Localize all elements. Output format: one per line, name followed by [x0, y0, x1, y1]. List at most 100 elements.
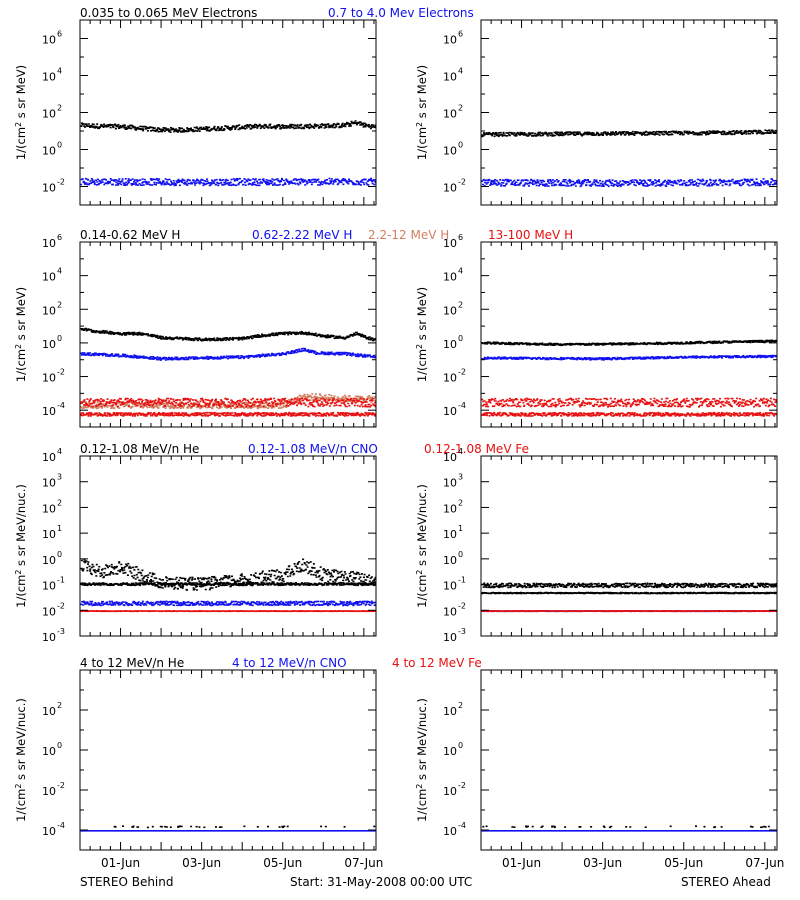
legend-2-2: 0.12-1.08 MeV Fe [424, 442, 529, 456]
ytick-exp: 4 [57, 267, 62, 276]
xtick-label: 01-Jun [101, 856, 140, 870]
ytick-exp: -3 [458, 627, 466, 636]
y-axis-label: 1/(cm2 s sr MeV) [14, 287, 28, 382]
ytick-exp: 6 [57, 233, 62, 242]
ytick-exp: -2 [458, 178, 466, 187]
y-axis-label: 1/(cm2 s sr MeV/nuc.) [415, 698, 429, 822]
series-black-0 [80, 120, 376, 133]
ytick-label: 10 [443, 304, 457, 317]
ytick-label: 10 [443, 451, 457, 464]
legend-1-3: 13-100 MeV H [488, 228, 573, 242]
legend-1-1: 0.62-2.22 MeV H [252, 228, 352, 242]
ytick-exp: 2 [57, 701, 62, 710]
ytick-exp: 4 [57, 447, 62, 456]
series-red-3 [80, 610, 376, 613]
series-black-1 [482, 825, 770, 829]
data-layer [80, 327, 376, 417]
ytick-exp: -2 [458, 368, 466, 377]
series-red-3 [481, 411, 777, 417]
legend-2-1: 0.12-1.08 MeV/n CNO [248, 442, 378, 456]
ytick-label: 10 [42, 705, 56, 718]
y-axis-label: 1/(cm2 s sr MeV/nuc.) [14, 698, 28, 822]
ytick-exp: -2 [57, 178, 65, 187]
ytick-exp: -1 [458, 576, 466, 585]
y-axis-label: 1/(cm2 s sr MeV) [415, 65, 429, 160]
ytick-exp: 1 [57, 524, 62, 533]
legend-3-2: 4 to 12 MeV Fe [392, 656, 482, 670]
series-black-1 [113, 825, 376, 829]
ytick-label: 10 [443, 372, 457, 385]
series-black-1 [481, 582, 777, 589]
data-layer [481, 129, 777, 188]
ytick-exp: -4 [57, 821, 65, 830]
y-axis-label: 1/(cm2 s sr MeV) [415, 287, 429, 382]
ytick-label: 10 [443, 182, 457, 195]
xtick-label: 07-Jun [745, 856, 784, 870]
plot-frame [480, 455, 778, 637]
ytick-exp: 4 [57, 67, 62, 76]
series-black-0 [80, 558, 376, 591]
y-axis-label: 1/(cm2 s sr MeV) [14, 65, 28, 160]
ytick-label: 10 [443, 405, 457, 418]
series-black-0 [80, 327, 376, 342]
ytick-label: 10 [42, 405, 56, 418]
xtick-label: 03-Jun [182, 856, 221, 870]
ytick-exp: -3 [57, 627, 65, 636]
xtick-label: 05-Jun [664, 856, 703, 870]
data-layer [481, 825, 777, 832]
ytick-label: 10 [42, 34, 56, 47]
ytick-label: 10 [42, 182, 56, 195]
ytick-label: 10 [443, 631, 457, 644]
ytick-label: 10 [42, 271, 56, 284]
series-blue-1 [481, 178, 777, 188]
ytick-exp: 0 [458, 334, 463, 343]
ytick-exp: 2 [458, 300, 463, 309]
plot-frame [79, 455, 377, 637]
y-axis-label: 1/(cm2 s sr MeV/nuc.) [14, 484, 28, 608]
ytick-label: 10 [443, 605, 457, 618]
ytick-exp: 0 [57, 141, 62, 150]
ytick-label: 10 [443, 34, 457, 47]
ytick-label: 10 [443, 271, 457, 284]
ytick-label: 10 [42, 477, 56, 490]
ytick-label: 10 [42, 825, 56, 838]
ytick-exp: -4 [57, 401, 65, 410]
ytick-exp: 6 [458, 233, 463, 242]
ytick-label: 10 [42, 745, 56, 758]
data-layer [80, 558, 376, 613]
ytick-exp: 1 [458, 524, 463, 533]
ytick-exp: 2 [57, 104, 62, 113]
plot-frame [79, 241, 377, 428]
footer-center: Start: 31-May-2008 00:00 UTC [290, 875, 472, 889]
ytick-exp: -4 [458, 821, 466, 830]
footer-left: STEREO Behind [80, 875, 174, 889]
ytick-exp: 0 [57, 334, 62, 343]
series-blue-1 [80, 177, 376, 187]
ytick-exp: -4 [458, 401, 466, 410]
ytick-label: 10 [42, 554, 56, 567]
plot-frame [480, 19, 778, 206]
plot-frame [79, 669, 377, 851]
ytick-exp: 6 [57, 30, 62, 39]
legend-0-1: 0.7 to 4.0 Mev Electrons [328, 6, 474, 20]
series-blue-0 [80, 830, 376, 832]
ytick-label: 10 [443, 785, 457, 798]
ytick-label: 10 [443, 237, 457, 250]
ytick-label: 10 [443, 528, 457, 541]
xtick-label: 01-Jun [502, 856, 541, 870]
ytick-label: 10 [443, 580, 457, 593]
ytick-label: 10 [42, 145, 56, 158]
plot-frame [79, 19, 377, 206]
data-layer [481, 339, 777, 417]
ytick-label: 10 [42, 451, 56, 464]
series-red-3 [481, 610, 777, 613]
ytick-label: 10 [42, 338, 56, 351]
y-axis-label: 1/(cm2 s sr MeV/nuc.) [415, 484, 429, 608]
ytick-exp: 2 [458, 701, 463, 710]
ytick-exp: 0 [57, 550, 62, 559]
xtick-label: 07-Jun [344, 856, 383, 870]
ytick-exp: 0 [458, 141, 463, 150]
